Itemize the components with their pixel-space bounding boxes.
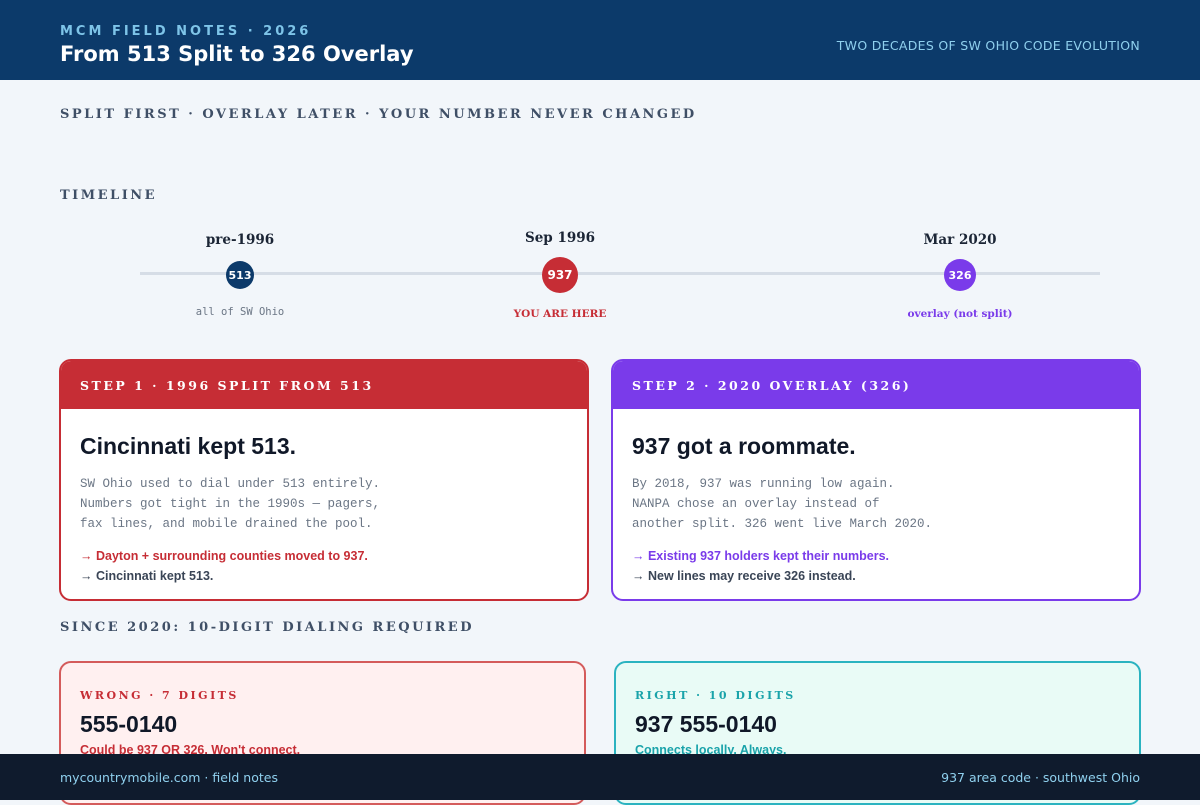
step-2-bullet-1: → Existing 937 holders kept their number… [632, 549, 890, 563]
step-2-title: 937 got a roommate. [632, 433, 856, 459]
step-1-header: STEP 1 · 1996 SPLIT FROM 513 [61, 361, 587, 409]
step-2-body-line: NANPA chose an overlay instead of [632, 497, 880, 511]
step-2-card: STEP 2 · 2020 OVERLAY (326) 937 got a ro… [611, 359, 1141, 601]
step-1-body-line: SW Ohio used to dial under 513 entirely. [80, 477, 381, 491]
timeline-dot-326: 326 [944, 259, 976, 291]
step-1-body-line: fax lines, and mobile drained the pool. [80, 517, 373, 531]
timeline-line [140, 272, 1100, 275]
step-2-body: By 2018, 937 was running low again. NANP… [632, 474, 1112, 534]
header-bar: MCM FIELD NOTES · 2026 From 513 Split to… [0, 0, 1200, 80]
page-kicker: SPLIT FIRST · OVERLAY LATER · YOUR NUMBE… [60, 107, 697, 122]
step-2-header: STEP 2 · 2020 OVERLAY (326) [613, 361, 1139, 409]
timeline-heading: TIMELINE [60, 188, 158, 203]
timeline-note-2: YOU ARE HERE [513, 308, 607, 320]
step-1-body: SW Ohio used to dial under 513 entirely.… [80, 474, 560, 534]
right-note: Connects locally. Always. [635, 743, 787, 757]
header-eyebrow: MCM FIELD NOTES · 2026 [60, 24, 312, 39]
timeline-note-1: all of SW Ohio [195, 306, 285, 318]
header-tagline: TWO DECADES OF SW OHIO CODE EVOLUTION [836, 38, 1140, 53]
step-1-card: STEP 1 · 1996 SPLIT FROM 513 Cincinnati … [59, 359, 589, 601]
wrong-note: Could be 937 OR 326. Won't connect. [80, 743, 301, 757]
wrong-label: WRONG · 7 DIGITS [80, 689, 239, 702]
wrong-number: 555-0140 [80, 711, 178, 737]
timeline-date-1: pre-1996 [205, 232, 275, 248]
timeline-dot-513: 513 [226, 261, 254, 289]
footer-tagline: 937 area code · southwest Ohio [941, 770, 1140, 785]
step-2-bullet-2: → New lines may receive 326 instead. [632, 569, 856, 583]
step-1-bullet-2: → Cincinnati kept 513. [80, 569, 214, 583]
timeline-date-2: Sep 1996 [524, 230, 596, 246]
page-title: From 513 Split to 326 Overlay [60, 42, 414, 66]
right-number: 937 555-0140 [635, 711, 777, 737]
dialing-heading: SINCE 2020: 10-DIGIT DIALING REQUIRED [60, 620, 474, 635]
step-2-body-line: By 2018, 937 was running low again. [632, 477, 895, 491]
step-1-body-line: Numbers got tight in the 1990s — pagers, [80, 497, 381, 511]
step-1-title: Cincinnati kept 513. [80, 433, 297, 459]
step-1-bullet-1: → Dayton + surrounding counties moved to… [80, 549, 368, 563]
right-label: RIGHT · 10 DIGITS [635, 689, 796, 702]
footer-site: mycountrymobile.com · field notes [60, 770, 278, 785]
timeline-dot-937: 937 [542, 257, 578, 293]
timeline-note-3: overlay (not split) [907, 308, 1013, 320]
timeline-date-3: Mar 2020 [923, 232, 997, 248]
step-2-body-line: another split. 326 went live March 2020. [632, 517, 933, 531]
footer-bar: mycountrymobile.com · field notes 937 ar… [0, 754, 1200, 800]
